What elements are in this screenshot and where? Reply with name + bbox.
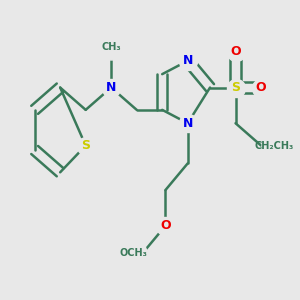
Text: CH₂CH₃: CH₂CH₃ [254, 140, 293, 151]
Text: O: O [256, 81, 266, 94]
Text: S: S [81, 139, 90, 152]
Text: O: O [230, 45, 241, 58]
Text: S: S [231, 81, 240, 94]
Text: N: N [182, 117, 193, 130]
Text: CH₃: CH₃ [101, 42, 121, 52]
Text: OCH₃: OCH₃ [120, 248, 147, 258]
Text: N: N [182, 54, 193, 67]
Text: O: O [160, 219, 171, 232]
Text: N: N [106, 81, 116, 94]
